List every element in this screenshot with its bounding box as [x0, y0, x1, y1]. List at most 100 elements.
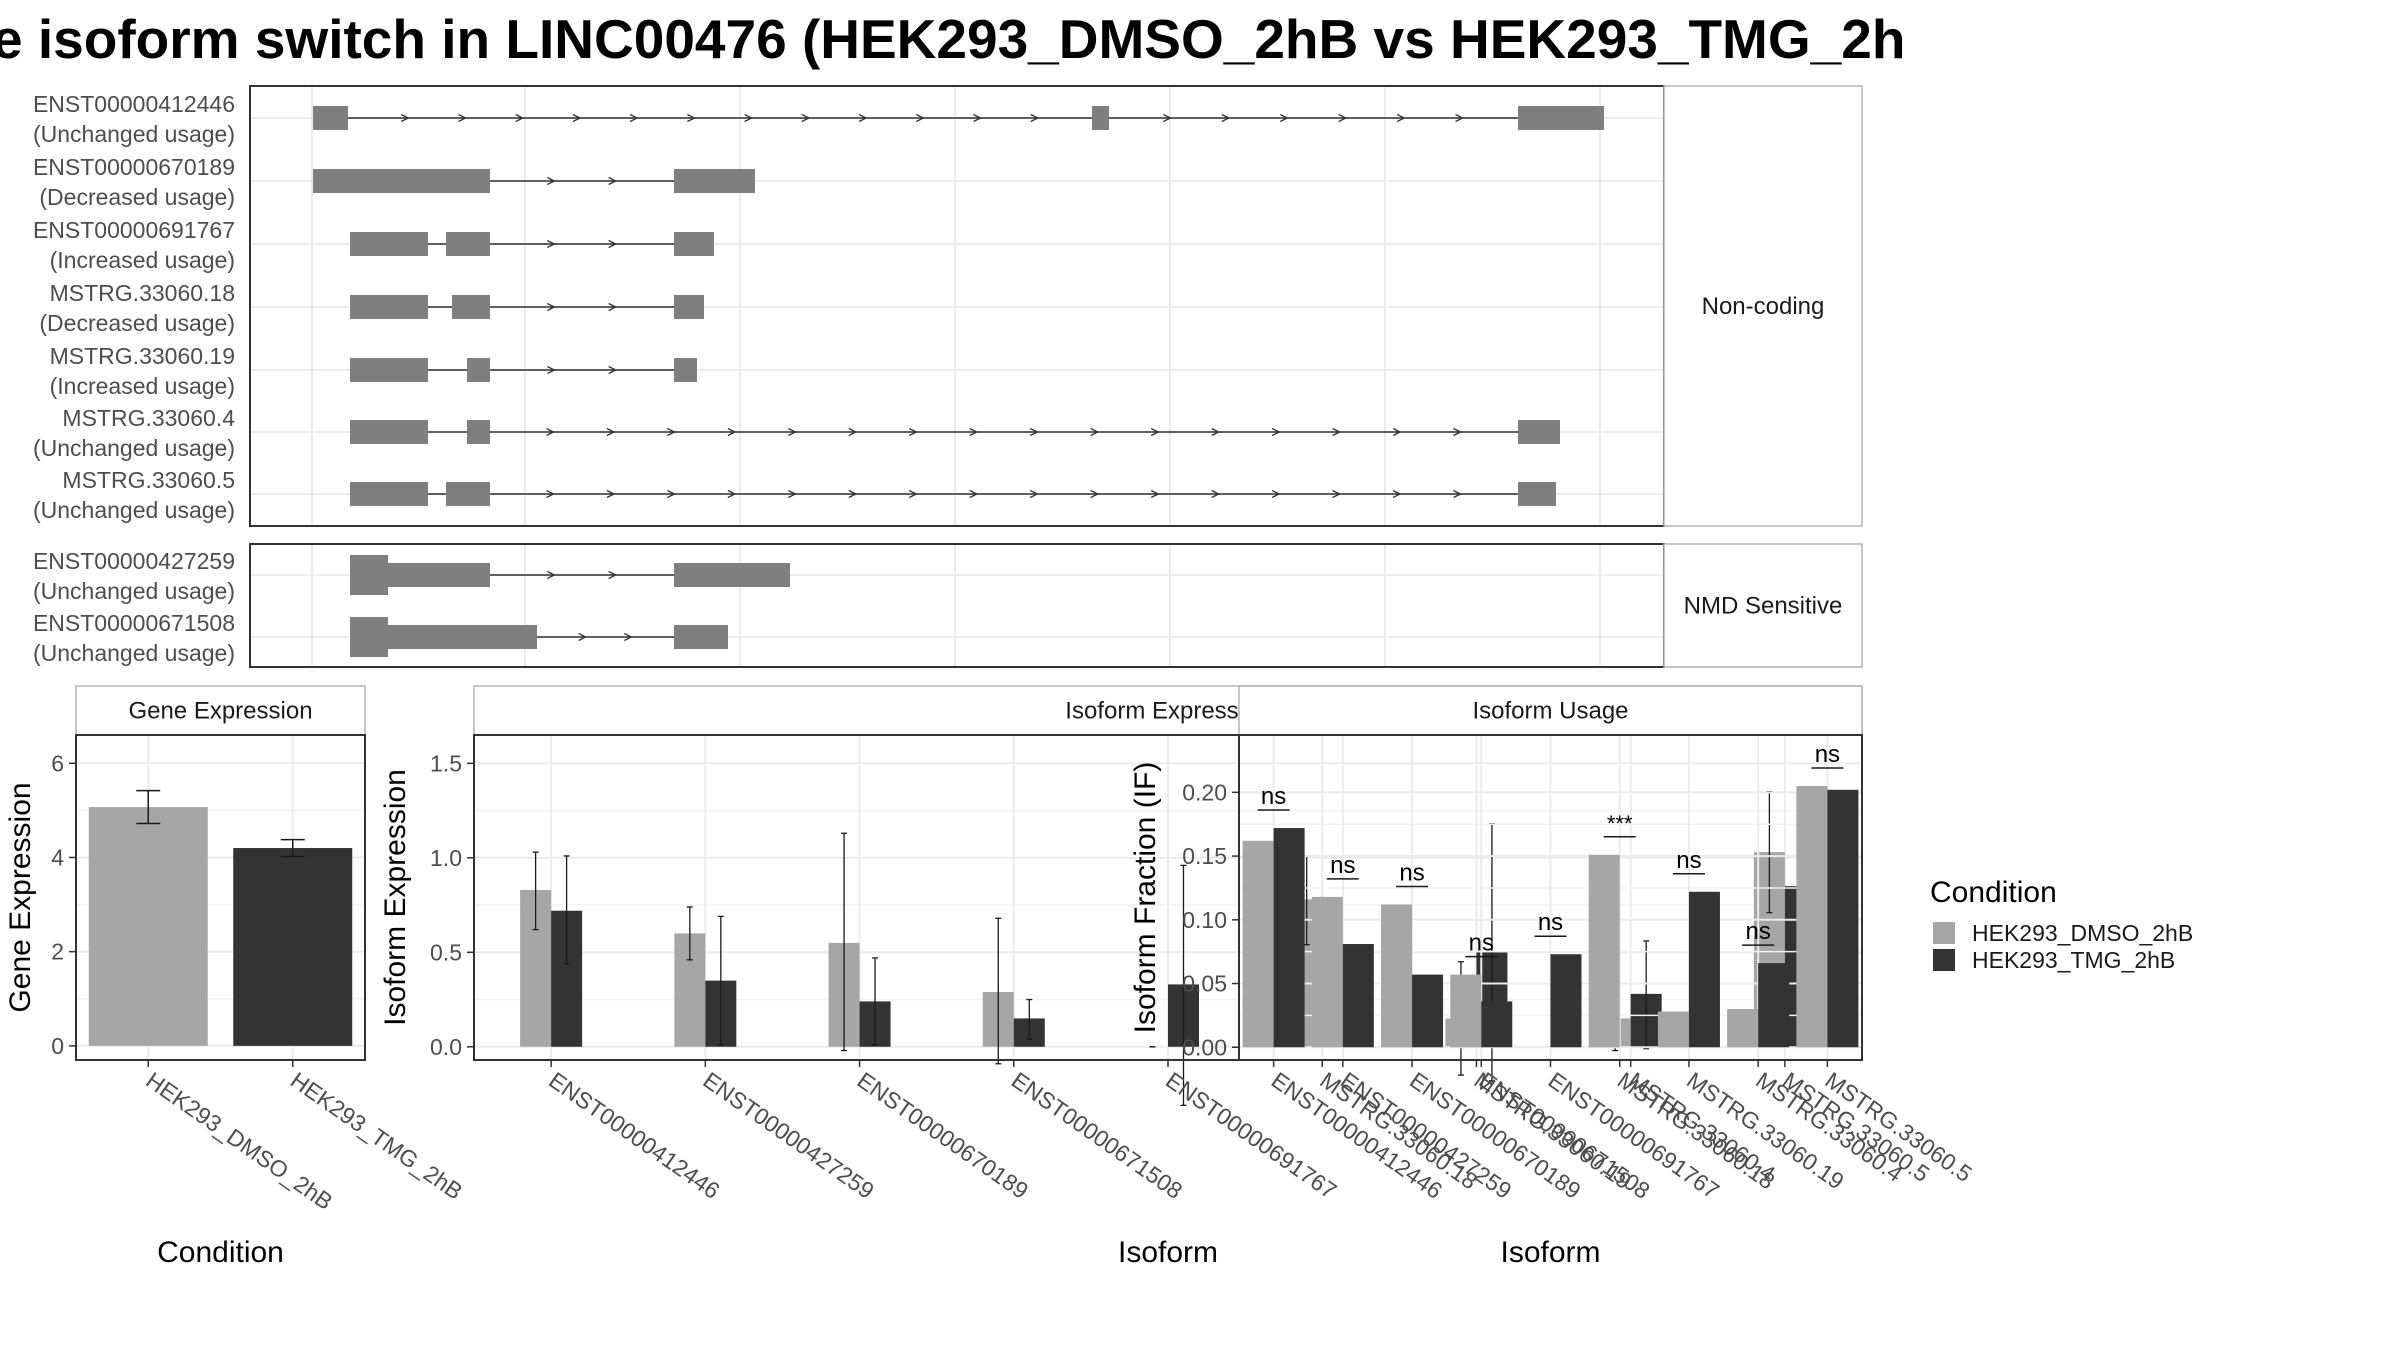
transcript-usage: (Unchanged usage) [33, 640, 235, 666]
bar [1588, 854, 1620, 1048]
transcript-usage: (Unchanged usage) [33, 578, 235, 604]
intron-arrow [1455, 113, 1465, 123]
y-axis-title: Isoform Fraction (IF) [1129, 762, 1162, 1034]
intron-arrow [547, 302, 556, 312]
bar [1796, 785, 1828, 1048]
bar [233, 848, 353, 1046]
y-tick-label: 1.0 [430, 845, 462, 871]
intron-arrow [1279, 113, 1289, 123]
bar [1381, 904, 1413, 1048]
panel-border [75, 734, 366, 1061]
intron-arrow [400, 113, 410, 123]
intron-arrow [1221, 113, 1231, 123]
intron-arrow [1029, 489, 1039, 499]
exon-block [350, 617, 388, 657]
x-axis-title: Condition [157, 1236, 284, 1269]
intron-arrow [606, 489, 616, 499]
y-tick-label: 6 [51, 750, 64, 776]
intron-arrow [546, 489, 555, 499]
bar [1412, 974, 1444, 1048]
significance-label: ns [1538, 909, 1563, 936]
intron-arrow [744, 113, 754, 123]
y-tick-label: 1.5 [430, 750, 462, 776]
intron-arrow [547, 570, 556, 580]
exon-block [446, 482, 490, 506]
transcript-name: MSTRG.33060.18 [50, 280, 235, 306]
transcript-usage: (Decreased usage) [39, 184, 235, 210]
intron-arrow [608, 365, 618, 375]
transcript-name: MSTRG.33060.19 [50, 343, 235, 369]
transcript-name: ENST00000427259 [33, 548, 235, 574]
intron-arrow [1271, 489, 1281, 499]
transcript-name: MSTRG.33060.5 [62, 467, 235, 493]
significance-label: *** [1607, 811, 1633, 836]
exon-block [313, 169, 490, 193]
bar [1758, 963, 1790, 1048]
panel-strip-label: Gene Expression [128, 698, 312, 725]
intron-arrow [1090, 427, 1100, 437]
x-tick-label: ENST00000671508 [1007, 1067, 1187, 1204]
bar [1481, 1001, 1513, 1048]
intron-arrow [909, 489, 918, 499]
transcript-name: ENST00000670189 [33, 154, 235, 180]
transcript-usage: (Increased usage) [50, 373, 235, 399]
exon-block [350, 358, 428, 382]
exon-block [674, 625, 728, 649]
isoform-usage-panel: Isoform Usage 0.00 0.05 0.10 0.15 0.20 ns ns ns n… [1129, 685, 1977, 1269]
exon-block [1092, 106, 1109, 130]
intron-arrow [969, 489, 979, 499]
intron-arrow [515, 113, 525, 123]
intron-arrow [1030, 113, 1040, 123]
bar [1688, 891, 1720, 1048]
transcript-usage: (Unchanged usage) [33, 121, 235, 147]
intron-arrow [624, 632, 633, 642]
intron-arrow [1163, 113, 1172, 123]
intron-arrow [667, 427, 676, 437]
y-tick-label: 2 [51, 939, 64, 965]
exon-block [350, 232, 428, 256]
y-tick-label: 0.0 [430, 1034, 462, 1060]
intron-arrow [1150, 489, 1160, 499]
exon-block [674, 563, 790, 587]
significance-label: ns [1399, 860, 1424, 887]
intron-arrow [1332, 427, 1342, 437]
intron-arrow [848, 427, 858, 437]
panel-strip-label: Isoform Expression [1065, 698, 1270, 725]
significance-label: ns [1676, 847, 1701, 874]
legend-item-label: HEK293_TMG_2hB [1972, 947, 2175, 973]
facet-label: Non-coding [1702, 293, 1825, 320]
x-tick-label: ENST00000670189 [853, 1067, 1033, 1204]
significance-label: ns [1469, 930, 1494, 957]
x-axis-title: Isoform [1500, 1236, 1600, 1269]
intron-arrow [572, 113, 582, 123]
intron-arrow [1396, 113, 1406, 123]
significance-label: ns [1261, 783, 1286, 810]
intron-arrow [547, 239, 556, 249]
figure-title: e isoform switch in LINC00476 (HEK293_DM… [0, 8, 1905, 70]
exon-block [452, 295, 490, 319]
intron-arrow [629, 113, 639, 123]
y-tick-label: 0.05 [1182, 971, 1227, 997]
panel-strip [1238, 685, 1863, 736]
exon-block [350, 420, 428, 444]
transcript-name: ENST00000671508 [33, 610, 235, 636]
exon-block [674, 232, 714, 256]
intron-arrow [727, 427, 737, 437]
intron-arrow [909, 427, 918, 437]
intron-arrow [1029, 427, 1039, 437]
intron-arrow [1271, 427, 1281, 437]
intron-arrow [606, 427, 616, 437]
y-axis-title: Isoform Expression [379, 769, 412, 1026]
intron-arrow [547, 176, 556, 186]
facet-strip [1663, 85, 1863, 527]
x-axis-title: Isoform [1118, 1236, 1218, 1269]
bar [1550, 954, 1582, 1048]
intron-arrow [1332, 489, 1342, 499]
transcript-usage: (Unchanged usage) [33, 497, 235, 523]
transcript-usage: (Increased usage) [50, 247, 235, 273]
intron-arrow [788, 489, 797, 499]
intron-arrow [608, 570, 618, 580]
exon-block [674, 295, 704, 319]
y-tick-label: 0.15 [1182, 843, 1227, 869]
